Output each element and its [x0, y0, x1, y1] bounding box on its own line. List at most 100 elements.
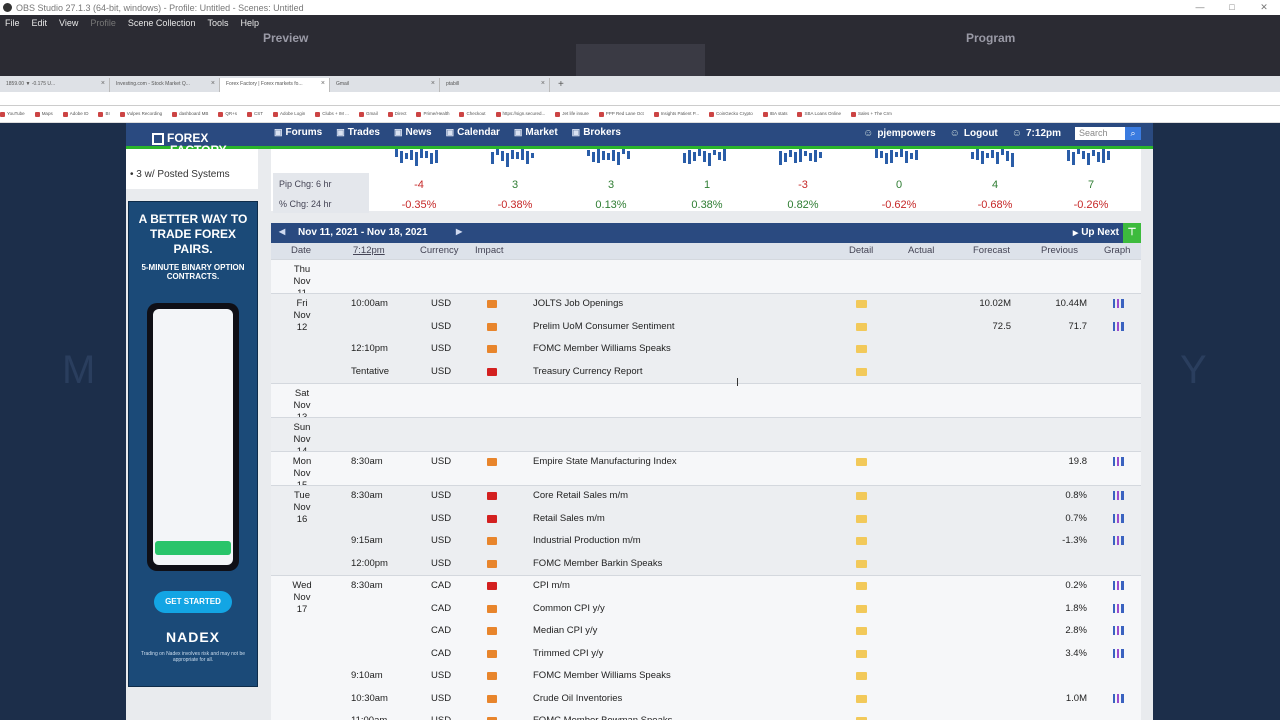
bookmark-item[interactable]: Gmail	[359, 111, 378, 116]
nav-forums[interactable]: Forums	[274, 127, 323, 138]
close-icon[interactable]: ✕	[1260, 2, 1268, 12]
bookmark-item[interactable]: YouTube	[0, 111, 25, 116]
event-title[interactable]: Median CPI y/y	[533, 625, 598, 636]
impact-icon[interactable]	[487, 627, 497, 635]
event-title[interactable]: Retail Sales m/m	[533, 512, 605, 524]
bookmark-item[interactable]: BI	[98, 111, 109, 116]
impact-icon[interactable]	[487, 649, 497, 658]
tab-close-icon[interactable]: ×	[100, 80, 105, 87]
detail-folder-icon[interactable]	[856, 627, 867, 635]
event-title[interactable]: FOMC Member Barkin Speaks	[533, 557, 663, 569]
calendar-row[interactable]: 9:10am USD FOMC Member Williams Speaks	[271, 670, 1141, 693]
nav-news[interactable]: News	[394, 127, 431, 138]
up-next-button[interactable]: Up Next	[1073, 227, 1119, 238]
detail-folder-icon[interactable]	[856, 322, 867, 331]
tab-close-icon[interactable]: ×	[210, 80, 215, 87]
detail-folder-icon[interactable]	[856, 717, 867, 720]
next-week-icon[interactable]: ▶	[456, 227, 463, 236]
menu-scene-collection[interactable]: Scene Collection	[127, 17, 196, 28]
browser-tab[interactable]: Gmail ×	[330, 78, 440, 92]
impact-icon[interactable]	[487, 582, 497, 590]
detail-folder-icon[interactable]	[856, 345, 867, 353]
sidebar-posted-systems[interactable]: • 3 w/ Posted Systems	[130, 169, 230, 180]
calendar-row[interactable]: USD Retail Sales m/m 0.7%	[271, 513, 1141, 536]
calendar-row[interactable]: 8:30am USD Core Retail Sales m/m 0.8%	[271, 490, 1141, 513]
event-title[interactable]: Industrial Production m/m	[533, 535, 641, 546]
tab-close-icon[interactable]: ×	[430, 80, 435, 87]
browser-tab[interactable]: Investing.com - Stock Market Q... ×	[110, 78, 220, 92]
bookmark-item[interactable]: Vulpes Recording	[120, 111, 162, 116]
menu-edit[interactable]: Edit	[31, 17, 48, 28]
graph-icon[interactable]	[1113, 513, 1124, 523]
search-input[interactable]: Search	[1075, 127, 1125, 140]
calendar-row[interactable]: 9:15am USD Industrial Production m/m -1.3%	[271, 535, 1141, 558]
impact-icon[interactable]	[487, 492, 497, 500]
detail-folder-icon[interactable]	[856, 694, 867, 703]
graph-icon[interactable]	[1113, 603, 1124, 613]
calendar-row[interactable]: Tentative USD Treasury Currency Report	[271, 366, 1141, 389]
browser-tab[interactable]: Forex Factory | Forex markets fo... ×	[220, 78, 330, 92]
impact-icon[interactable]	[487, 367, 497, 376]
get-started-button[interactable]: GET STARTED	[154, 591, 232, 613]
calendar-row[interactable]: CAD Median CPI y/y 2.8%	[271, 625, 1141, 648]
event-title[interactable]: FOMC Member Bowman Speaks	[533, 715, 672, 720]
calendar-row[interactable]: 12:00pm USD FOMC Member Barkin Speaks	[271, 558, 1141, 581]
event-title[interactable]: CPI m/m	[533, 580, 570, 591]
detail-folder-icon[interactable]	[856, 672, 867, 680]
calendar-row[interactable]: 8:30am CAD CPI m/m 0.2%	[271, 580, 1141, 603]
nav-brokers[interactable]: Brokers	[572, 127, 621, 138]
bookmark-item[interactable]: CoinGecko Crypto	[709, 111, 753, 116]
detail-folder-icon[interactable]	[856, 582, 867, 590]
bookmark-item[interactable]: Sales + The Crm	[851, 111, 892, 116]
graph-icon[interactable]	[1113, 536, 1124, 545]
tab-close-icon[interactable]: ×	[540, 80, 545, 87]
search-icon[interactable]: ⌕	[1125, 127, 1141, 140]
detail-folder-icon[interactable]	[856, 559, 867, 568]
logout-link[interactable]: Logout	[950, 128, 998, 139]
bookmark-item[interactable]: CST	[247, 111, 263, 116]
impact-icon[interactable]	[487, 559, 497, 568]
graph-icon[interactable]	[1113, 581, 1124, 590]
bookmark-item[interactable]: Direct	[388, 111, 407, 116]
detail-folder-icon[interactable]	[856, 649, 867, 658]
impact-icon[interactable]	[487, 717, 497, 720]
bookmark-item[interactable]: dashboard MB	[172, 111, 208, 116]
graph-icon[interactable]	[1113, 457, 1124, 466]
bookmark-item[interactable]: https://sign.secured...	[496, 111, 546, 116]
nav-calendar[interactable]: Calendar	[446, 127, 500, 138]
impact-icon[interactable]	[487, 694, 497, 703]
graph-icon[interactable]	[1113, 693, 1124, 703]
graph-icon[interactable]	[1113, 299, 1124, 308]
calendar-row[interactable]: CAD Trimmed CPI y/y 3.4%	[271, 648, 1141, 671]
tab-close-icon[interactable]: ×	[320, 80, 325, 87]
username-link[interactable]: pjempowers	[863, 128, 935, 139]
calendar-row[interactable]: 11:00am USD FOMC Member Bowman Speaks	[271, 715, 1141, 720]
browser-tab[interactable]: 1859.00 ▼ -0.175 U... ×	[0, 78, 110, 92]
menu-help[interactable]: Help	[240, 17, 259, 28]
menu-profile[interactable]: Profile	[90, 17, 116, 28]
impact-icon[interactable]	[487, 537, 497, 545]
event-title[interactable]: Common CPI y/y	[533, 602, 605, 614]
calendar-row[interactable]: 10:00am USD JOLTS Job Openings 10.02M 10.44M	[271, 298, 1141, 321]
impact-icon[interactable]	[487, 604, 497, 613]
bookmark-item[interactable]: QR+s	[218, 111, 237, 116]
menu-tools[interactable]: Tools	[207, 17, 229, 28]
impact-icon[interactable]	[487, 300, 497, 308]
bookmark-item[interactable]: Jet life insure	[555, 111, 589, 116]
calendar-row[interactable]: 8:30am USD Empire State Manufacturing Inde…	[271, 456, 1141, 479]
nadex-ad-banner[interactable]: A BETTER WAY TO TRADE FOREX PAIRS. 5-MIN…	[128, 201, 258, 687]
graph-icon[interactable]	[1113, 648, 1124, 658]
impact-icon[interactable]	[487, 458, 497, 466]
new-tab-icon[interactable]: +	[558, 79, 564, 90]
nav-market[interactable]: Market	[514, 127, 557, 138]
detail-folder-icon[interactable]	[856, 458, 867, 466]
menu-file[interactable]: File	[5, 17, 20, 28]
menu-view[interactable]: View	[59, 17, 79, 28]
detail-folder-icon[interactable]	[856, 604, 867, 613]
event-title[interactable]: Prelim UoM Consumer Sentiment	[533, 320, 675, 332]
event-title[interactable]: Treasury Currency Report	[533, 365, 643, 377]
filter-icon[interactable]: ⊤	[1123, 223, 1141, 243]
bookmark-item[interactable]: Adobe Login	[273, 111, 305, 116]
detail-folder-icon[interactable]	[856, 514, 867, 523]
impact-icon[interactable]	[487, 345, 497, 353]
